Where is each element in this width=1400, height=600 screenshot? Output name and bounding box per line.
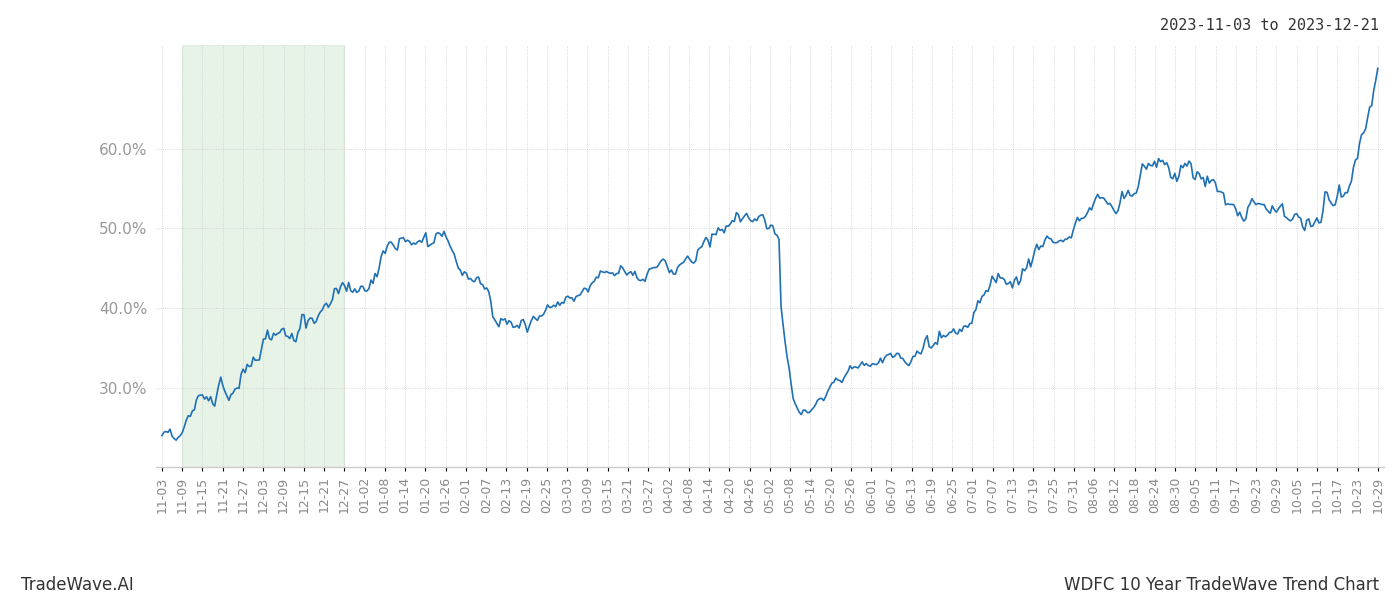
Text: WDFC 10 Year TradeWave Trend Chart: WDFC 10 Year TradeWave Trend Chart [1064, 576, 1379, 594]
Bar [182, 45, 344, 467]
Text: 2023-11-03 to 2023-12-21: 2023-11-03 to 2023-12-21 [1161, 18, 1379, 33]
Text: TradeWave.AI: TradeWave.AI [21, 576, 134, 594]
